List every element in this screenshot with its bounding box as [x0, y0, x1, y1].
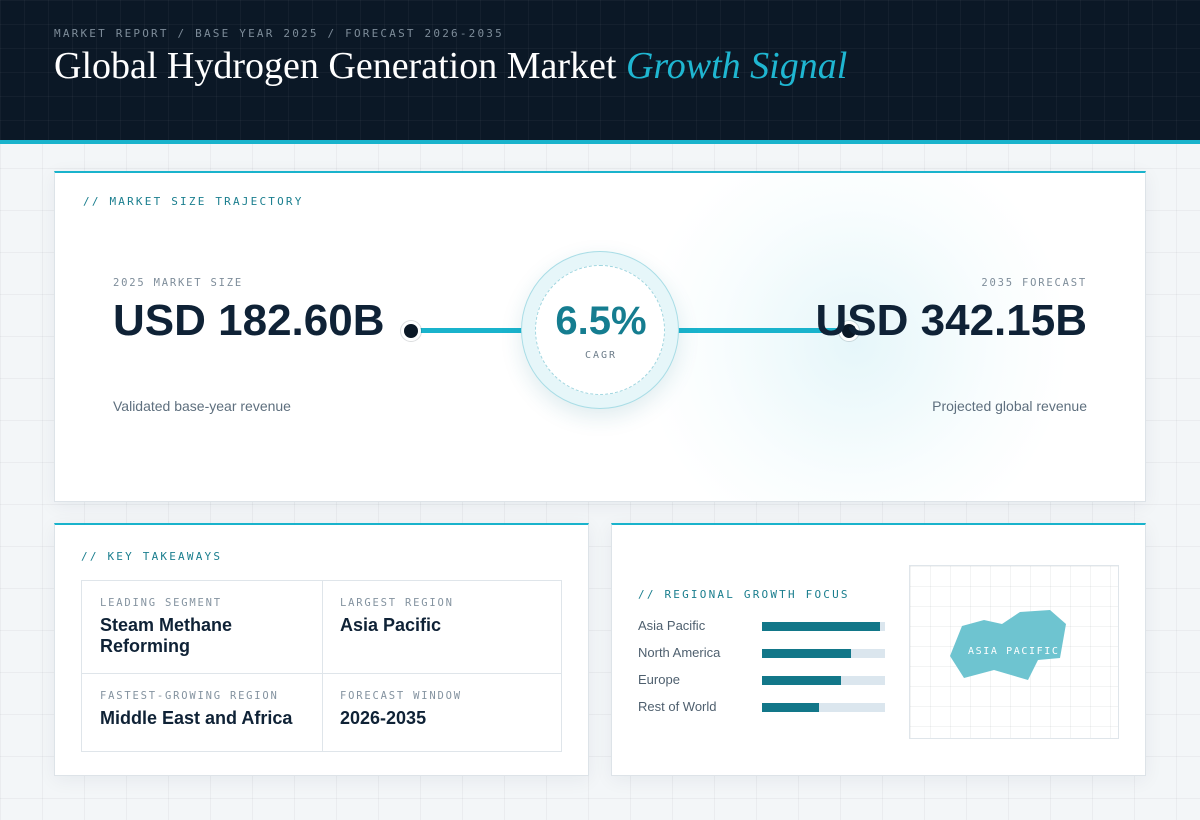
- title-main: Global Hydrogen Generation Market: [54, 45, 617, 87]
- report-breadcrumb: MARKET REPORT / BASE YEAR 2025 / FORECAS…: [54, 27, 504, 40]
- grid-divider-horizontal: [82, 673, 561, 674]
- takeaways-grid: LEADING SEGMENT Steam Methane Reforming …: [81, 580, 562, 752]
- regional-growth-focus-card: // REGIONAL GROWTH FOCUS Asia Pacific No…: [611, 523, 1146, 776]
- cagr-label: CAGR: [584, 350, 618, 361]
- region-bar-name: Europe: [638, 672, 680, 687]
- region-bar-track: [762, 649, 885, 658]
- region-bar-fill: [762, 649, 851, 658]
- region-bar-name: Asia Pacific: [638, 618, 706, 633]
- region-bar-track: [762, 622, 885, 631]
- takeaway-largest-region: LARGEST REGION Asia Pacific: [322, 581, 561, 652]
- region-bar-fill: [762, 676, 841, 685]
- region-map: ASIA PACIFIC: [909, 565, 1119, 739]
- forecast-caption: Projected global revenue: [932, 398, 1087, 414]
- market-size-trajectory-card: // MARKET SIZE TRAJECTORY 2025 MARKET SI…: [54, 171, 1146, 502]
- asia-pacific-map-shape: [950, 610, 1066, 680]
- takeaway-leading-segment: LEADING SEGMENT Steam Methane Reforming: [82, 581, 322, 673]
- forecast-label: 2035 FORECAST: [981, 277, 1087, 289]
- region-bar-row: Rest of World: [638, 699, 898, 715]
- region-bar-track: [762, 703, 885, 712]
- cagr-value: 6.5%: [555, 299, 647, 343]
- region-bar-track: [762, 676, 885, 685]
- takeaway-key: LEADING SEGMENT: [100, 597, 222, 609]
- takeaway-fastest-growing-region: FASTEST-GROWING REGION Middle East and A…: [82, 674, 322, 745]
- region-bar-name: North America: [638, 645, 721, 660]
- takeaway-key: LARGEST REGION: [340, 597, 454, 609]
- page-title: Global Hydrogen Generation Market Growth…: [54, 44, 847, 88]
- base-year-caption: Validated base-year revenue: [113, 398, 291, 414]
- region-bar-row: Asia Pacific: [638, 618, 898, 634]
- takeaway-value: Middle East and Africa: [100, 708, 293, 728]
- takeaways-card-label: // KEY TAKEAWAYS: [81, 550, 223, 563]
- regional-card-label: // REGIONAL GROWTH FOCUS: [638, 588, 850, 601]
- region-bar-row: Europe: [638, 672, 898, 688]
- takeaway-value: 2026-2035: [340, 708, 427, 728]
- region-bar-fill: [762, 622, 881, 631]
- start-point-marker: [401, 321, 421, 341]
- key-takeaways-card: // KEY TAKEAWAYS LEADING SEGMENT Steam M…: [54, 523, 589, 776]
- report-header: MARKET REPORT / BASE YEAR 2025 / FORECAS…: [0, 0, 1200, 144]
- forecast-value: USD 342.15B: [815, 296, 1087, 345]
- takeaway-value: Asia Pacific: [340, 615, 442, 635]
- takeaway-value: Steam Methane Reforming: [100, 615, 233, 656]
- trajectory-card-label: // MARKET SIZE TRAJECTORY: [83, 195, 304, 208]
- title-accent: Growth Signal: [625, 45, 848, 87]
- takeaway-forecast-window: FORECAST WINDOW 2026-2035: [322, 674, 561, 745]
- base-year-label: 2025 MARKET SIZE: [113, 277, 243, 289]
- cagr-badge-inner: 6.5% CAGR: [535, 265, 665, 395]
- region-bar-row: North America: [638, 645, 898, 661]
- takeaway-key: FASTEST-GROWING REGION: [100, 690, 279, 702]
- map-region-label: ASIA PACIFIC: [968, 646, 1060, 657]
- region-bar-name: Rest of World: [638, 699, 717, 714]
- end-point-marker: [839, 321, 859, 341]
- grid-divider-vertical: [322, 581, 323, 751]
- base-year-value: USD 182.60B: [113, 296, 385, 345]
- takeaway-key: FORECAST WINDOW: [340, 690, 462, 702]
- region-bar-fill: [762, 703, 819, 712]
- cagr-badge: 6.5% CAGR: [521, 251, 679, 409]
